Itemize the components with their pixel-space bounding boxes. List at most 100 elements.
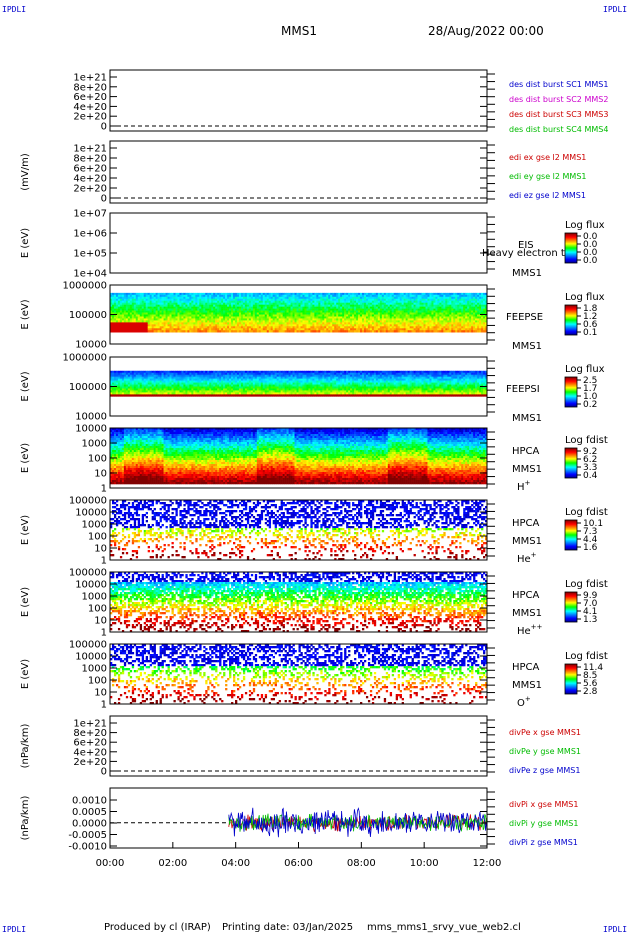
spectrogram-cell	[481, 292, 484, 296]
spectrogram-cell	[225, 370, 228, 374]
spectrogram-cell	[217, 382, 220, 385]
spectrogram-cell	[183, 378, 186, 381]
spectrogram-cell	[354, 320, 357, 323]
spectrogram-cell	[280, 316, 283, 319]
spectrogram-cell	[485, 312, 488, 315]
spectrogram-cell	[147, 322, 150, 325]
spectrogram-cell	[187, 302, 190, 305]
spectrogram-cell	[358, 304, 361, 307]
spectrogram-cell	[280, 304, 283, 307]
spectrogram-cell	[133, 330, 137, 333]
spectrogram-cell	[141, 390, 145, 393]
spectrogram-cell	[278, 314, 281, 317]
spectrogram-cell	[338, 316, 341, 319]
spectrogram-cell	[205, 376, 208, 379]
spectrogram-cell	[338, 294, 341, 298]
spectrogram-cell	[209, 296, 212, 300]
spectrogram-cell	[365, 326, 369, 329]
spectrogram-cell	[157, 384, 160, 387]
spectrogram-cell	[113, 374, 117, 377]
spectrogram-cell	[262, 390, 266, 393]
spectrogram-cell	[169, 322, 172, 325]
spectrogram-cell	[223, 388, 226, 391]
spectrogram-cell	[193, 298, 196, 302]
spectrogram-cell	[481, 300, 484, 303]
spectrogram-cell	[286, 298, 289, 302]
spectrogram-cell	[153, 380, 156, 383]
spectrogram-cell	[260, 394, 264, 397]
spectrogram-cell	[183, 302, 186, 305]
spectrogram-cell	[312, 298, 315, 302]
spectrogram-cell	[465, 306, 468, 309]
spectrogram-cell	[193, 310, 196, 313]
spectrogram-cell	[262, 298, 266, 302]
spectrogram-cell	[139, 310, 143, 313]
spectrogram-cell	[427, 320, 430, 323]
spectrogram-cell	[389, 296, 393, 300]
spectrogram-cell	[167, 386, 170, 389]
spectrogram-cell	[177, 384, 180, 387]
spectrogram-cell	[455, 304, 458, 307]
spectrogram-cell	[258, 330, 262, 333]
spectrogram-cell	[159, 384, 162, 387]
spectrogram-cell	[272, 320, 275, 323]
spectrogram-cell	[244, 310, 248, 313]
spectrogram-cell	[231, 328, 234, 331]
spectrogram-cell	[469, 296, 472, 300]
spectrogram-cell	[441, 316, 444, 319]
spectrogram-cell	[211, 390, 214, 393]
spectrogram-cell	[278, 294, 281, 298]
spectrogram-cell	[181, 394, 184, 397]
spectrogram-cell	[195, 294, 198, 298]
spectrogram-cell	[119, 374, 123, 377]
spectrogram-cell	[439, 308, 442, 311]
spectrogram-cell	[292, 304, 295, 307]
spectrogram-cell	[219, 326, 222, 329]
spectrogram-cell	[155, 304, 158, 307]
spectrogram-cell	[187, 370, 190, 374]
spectrogram-cell	[282, 294, 285, 298]
spectrogram-cell	[127, 384, 131, 387]
spectrogram-cell	[163, 386, 166, 389]
spectrogram-cell	[445, 298, 448, 302]
spectrogram-cell	[270, 300, 273, 303]
spectrogram-cell	[215, 302, 218, 305]
spectrogram-cell	[242, 298, 246, 302]
spectrogram-cell	[467, 318, 470, 321]
spectrogram-cell	[437, 318, 440, 321]
spectrogram-cell	[361, 292, 365, 296]
spectrogram-cell	[433, 302, 436, 305]
spectrogram-cell	[407, 316, 410, 319]
spectrogram-cell	[342, 294, 345, 298]
spectrogram-cell	[479, 306, 482, 309]
spectrogram-cell	[427, 304, 430, 307]
spectrogram-cell	[145, 316, 148, 319]
spectrogram-cell	[181, 322, 184, 325]
spectrogram-cell	[153, 392, 156, 395]
spectrogram-cell	[193, 388, 196, 391]
ytick-label: 4e+20	[73, 174, 107, 185]
spectrogram-cell	[189, 330, 192, 333]
spectrogram-cell	[262, 384, 266, 387]
spectrogram-cell	[238, 376, 242, 379]
spectrogram-cell	[187, 326, 190, 329]
spectrogram-cell	[187, 372, 190, 375]
spectrogram-cell	[320, 314, 323, 317]
spectrogram-cell	[235, 298, 238, 302]
spectrogram-cell	[278, 308, 281, 311]
spectrogram-cell	[361, 318, 365, 321]
spectrogram-cell	[290, 318, 293, 321]
spectrogram-cell	[298, 328, 301, 331]
spectrogram-cell	[197, 320, 200, 323]
spectrogram-cell	[397, 306, 400, 309]
spectrogram-cell	[229, 318, 232, 321]
spectrogram-cell	[304, 304, 307, 307]
spectrogram-cell	[242, 394, 246, 397]
spectrogram-cell	[137, 330, 141, 333]
spectrogram-cell	[117, 314, 121, 317]
spectrogram-cell	[149, 308, 152, 311]
spectrogram-cell	[195, 330, 198, 333]
spectrogram-cell	[461, 314, 464, 317]
spectrogram-cell	[231, 308, 234, 311]
